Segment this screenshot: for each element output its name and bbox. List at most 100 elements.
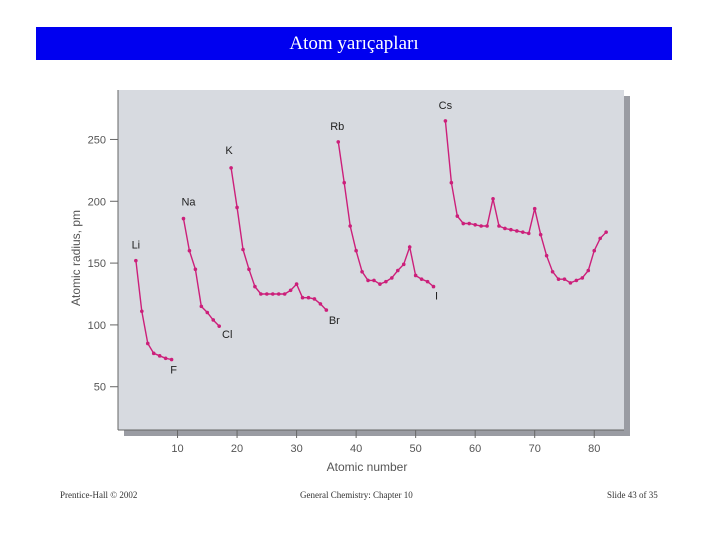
data-point [157,354,162,358]
y-tick-label: 100 [88,320,106,332]
x-tick-label: 30 [290,443,302,455]
data-point [229,166,233,170]
data-point [491,197,495,201]
element-label: Cs [439,100,453,112]
data-point [562,277,567,281]
element-label: Cl [222,329,232,341]
data-point [390,276,394,280]
data-point [431,284,436,289]
data-point [151,351,156,356]
data-point [288,288,293,293]
data-point [515,229,519,233]
x-tick-label: 60 [469,443,481,455]
data-point [211,318,216,322]
data-point [544,253,549,258]
x-tick-label: 50 [410,443,422,455]
data-point [372,278,376,283]
data-point [276,292,281,296]
data-point [282,292,287,296]
plot-background [118,90,624,430]
y-axis-label: Atomic radius, pm [69,210,83,306]
y-tick-label: 200 [88,196,106,208]
x-axis-label: Atomic number [327,460,408,474]
data-point [401,262,406,267]
data-point [348,224,352,228]
data-point [205,310,210,315]
data-point [598,236,602,241]
data-point [270,292,275,296]
data-point [241,247,245,252]
data-point [538,232,543,237]
data-point [354,248,358,253]
data-point [449,180,454,185]
footer-left: Prentice-Hall © 2002 [60,490,138,500]
data-point [217,324,221,328]
data-point [419,277,424,281]
data-point [485,224,489,228]
footer-right: Slide 43 of 35 [607,490,658,500]
data-point [521,230,525,234]
data-point [509,227,513,232]
footer-center: General Chemistry: Chapter 10 [300,490,413,500]
data-point [550,269,555,274]
data-point [235,205,239,210]
data-point [413,273,418,278]
slide-title: Atom yarıçapları [36,27,672,60]
data-point [312,297,317,301]
data-point [556,277,561,281]
data-point [425,279,430,284]
element-label: Rb [330,121,344,133]
data-point [568,281,573,285]
data-point [169,357,174,362]
data-point [407,245,412,249]
x-tick-label: 40 [350,443,362,455]
data-point [181,216,186,221]
data-point [384,279,388,284]
data-point [443,119,448,123]
data-point [300,295,305,300]
data-point [247,267,251,272]
data-point [199,304,204,309]
data-point [342,180,347,185]
data-point [187,248,192,253]
data-point [592,248,597,253]
data-point [306,295,311,300]
x-tick-label: 20 [231,443,243,455]
data-point [294,282,299,286]
data-point [532,206,537,211]
element-label: K [225,145,233,157]
data-point [473,222,477,227]
element-label: Na [181,197,196,209]
data-point [461,221,466,226]
y-tick-label: 50 [94,382,106,394]
data-point [503,226,507,231]
data-point [580,276,585,280]
data-point [586,268,591,273]
data-point [479,224,483,228]
element-label: I [435,291,438,303]
data-point [163,356,168,361]
y-tick-label: 250 [88,134,106,146]
data-point [318,302,323,306]
data-point [455,214,460,218]
data-point [604,230,608,234]
x-tick-label: 80 [588,443,600,455]
data-point [265,292,269,296]
data-point [140,309,144,314]
data-point [574,278,579,283]
data-point [134,258,138,263]
data-point [253,284,257,289]
element-label: Br [329,315,340,327]
element-label: Li [132,240,141,252]
data-point [259,292,263,296]
element-label: F [170,365,177,377]
data-point [526,231,531,236]
series-line [444,120,607,284]
data-point [360,269,364,274]
x-tick-label: 70 [529,443,541,455]
data-point [378,282,382,286]
data-point [145,341,150,346]
data-point [395,268,400,273]
data-point [324,308,329,312]
